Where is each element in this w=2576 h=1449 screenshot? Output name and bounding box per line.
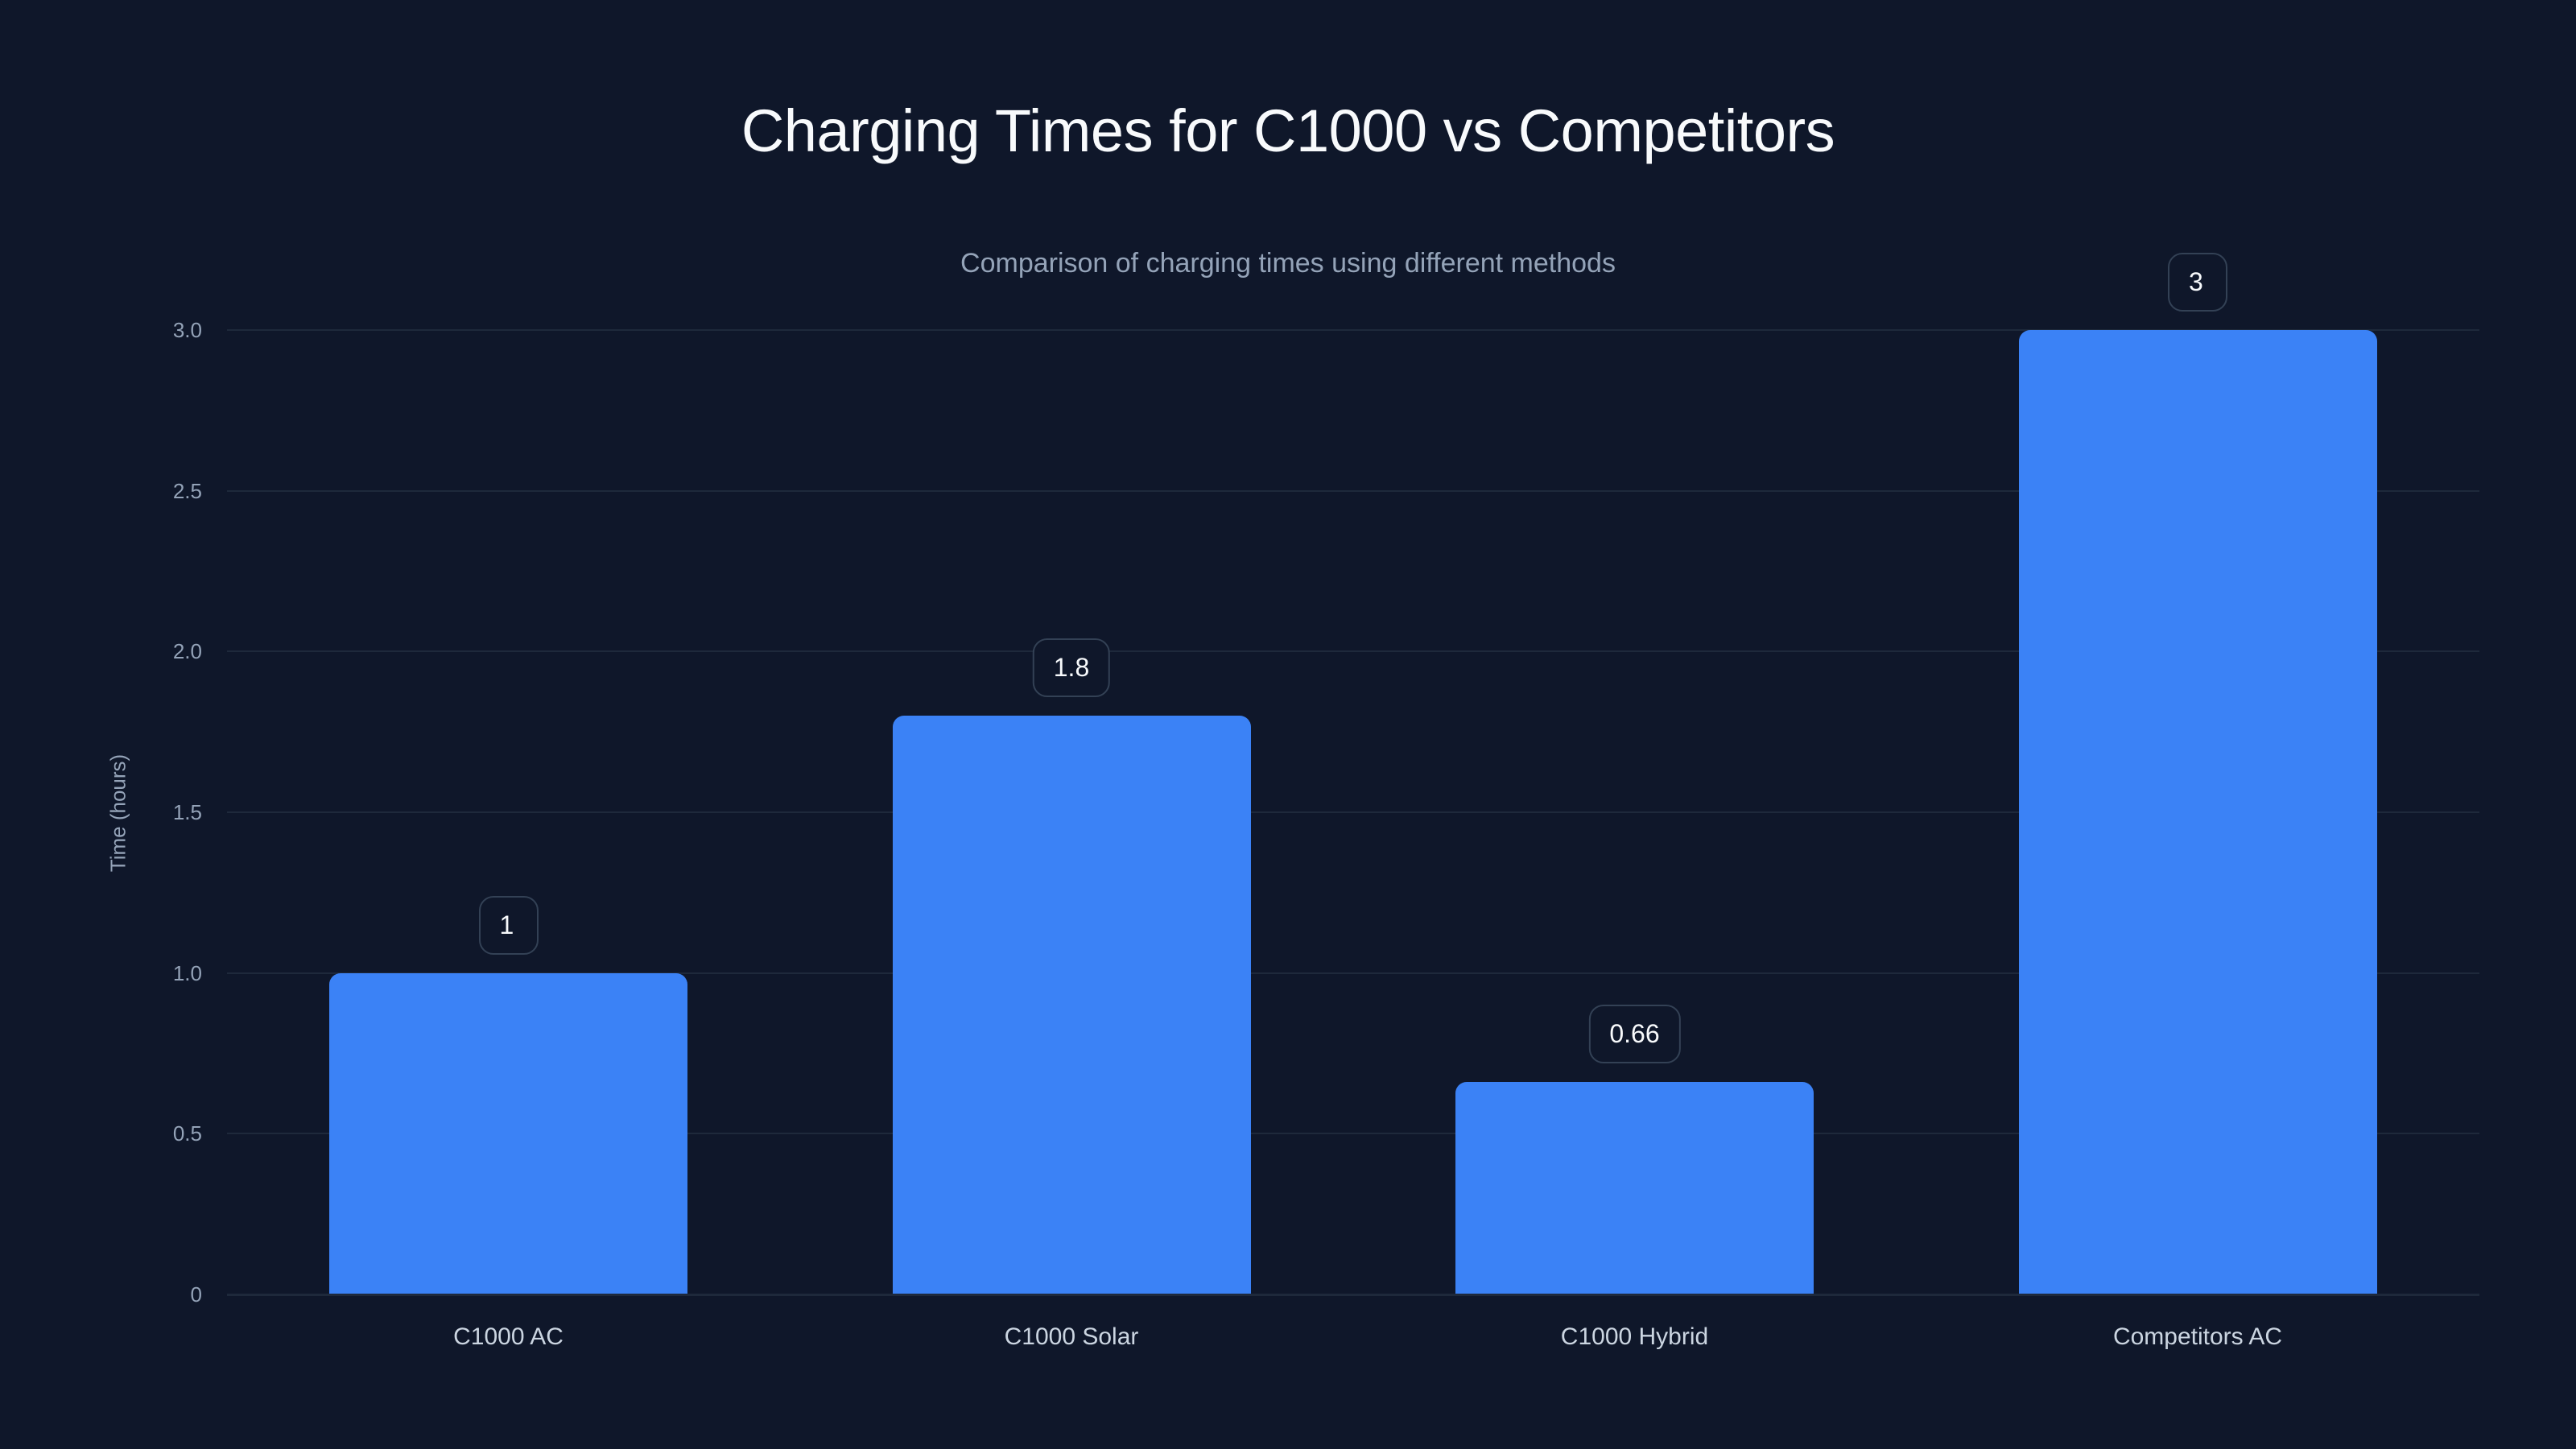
- y-axis-ticks: 0 0.5 1.0 1.5 2.0 2.5 3.0: [0, 318, 202, 1307]
- x-tick-label-c1000-solar: C1000 Solar: [1004, 1323, 1139, 1350]
- y-tick-label: 2.5: [172, 478, 202, 503]
- bar-c1000-ac[interactable]: [329, 972, 687, 1294]
- value-label: 3: [2168, 253, 2227, 312]
- bar-c1000-hybrid[interactable]: [1455, 1082, 1814, 1294]
- grid-line: [227, 972, 2479, 974]
- y-tick-label: 1.0: [172, 960, 202, 985]
- y-tick-label: 0.5: [172, 1121, 202, 1146]
- grid-line: [227, 811, 2479, 813]
- x-axis-baseline: [227, 1294, 2479, 1296]
- value-label: 1: [478, 895, 539, 955]
- y-tick-label: 2.0: [172, 639, 202, 664]
- y-tick-label: 3.0: [172, 318, 202, 342]
- grid-line: [227, 329, 2479, 331]
- chart-subtitle: Comparison of charging times using diffe…: [960, 248, 1616, 279]
- bar-competitors-ac[interactable]: [2018, 330, 2377, 1294]
- y-tick-label: 1.5: [172, 800, 202, 824]
- chart-title: Charging Times for C1000 vs Competitors: [741, 97, 1835, 164]
- plot-area: 1 1.8 0.66 3: [227, 253, 2479, 1296]
- grid-line: [227, 489, 2479, 492]
- x-tick-label-c1000-ac: C1000 AC: [453, 1323, 564, 1350]
- value-label: 0.66: [1588, 1005, 1681, 1064]
- y-tick-label: 0: [190, 1282, 202, 1307]
- grid-line: [227, 650, 2479, 653]
- grid-line: [227, 1133, 2479, 1135]
- x-tick-label-c1000-hybrid: C1000 Hybrid: [1560, 1323, 1709, 1350]
- x-tick-label-competitors-ac: Competitors AC: [2112, 1323, 2283, 1350]
- bar-c1000-solar[interactable]: [892, 716, 1251, 1294]
- value-label: 1.8: [1032, 638, 1111, 698]
